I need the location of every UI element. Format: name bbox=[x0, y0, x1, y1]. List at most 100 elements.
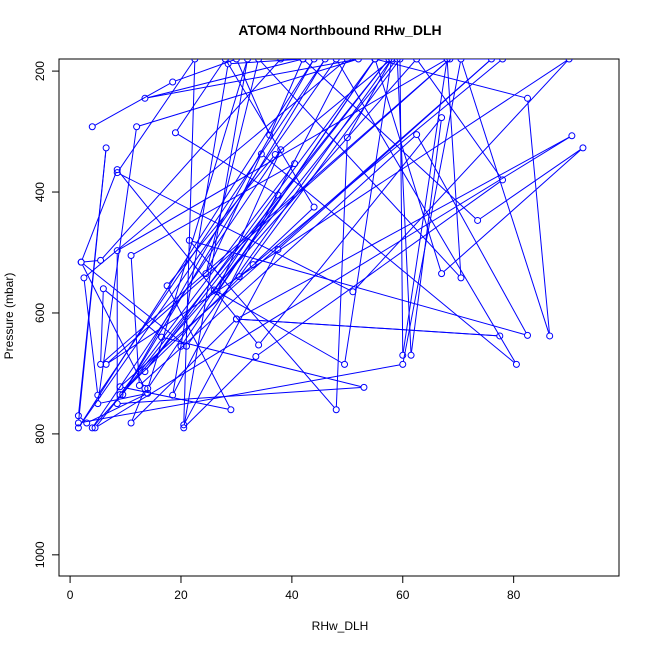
series-line-segment bbox=[231, 59, 300, 65]
data-point bbox=[141, 94, 149, 102]
series-line-segment bbox=[396, 61, 412, 353]
series-line-segment bbox=[217, 152, 281, 290]
series-line-segment bbox=[185, 358, 255, 427]
series-line-segment bbox=[168, 288, 230, 408]
data-point bbox=[568, 132, 576, 140]
data-point bbox=[235, 273, 243, 281]
data-point bbox=[94, 400, 102, 408]
data-point bbox=[171, 129, 179, 137]
data-point bbox=[274, 245, 282, 253]
data-point bbox=[94, 391, 102, 399]
data-point bbox=[232, 59, 240, 63]
data-point bbox=[332, 59, 340, 63]
series-line-segment bbox=[123, 61, 313, 393]
series-line-segment bbox=[139, 59, 356, 127]
data-point bbox=[102, 144, 110, 152]
data-point bbox=[399, 360, 407, 368]
data-point bbox=[252, 353, 260, 361]
data-point bbox=[438, 270, 446, 278]
data-point bbox=[144, 385, 152, 393]
y-axis-label: Pressure (mbar) bbox=[2, 273, 16, 360]
data-point bbox=[180, 424, 188, 432]
series-line-segment bbox=[118, 171, 258, 343]
series-line-segment bbox=[527, 101, 550, 334]
series-line-segment bbox=[410, 120, 442, 353]
series-line-segment bbox=[99, 61, 324, 393]
data-point bbox=[77, 258, 85, 266]
series-line-segment bbox=[304, 60, 476, 219]
series-line-segment bbox=[216, 291, 343, 364]
series-line-segment bbox=[187, 61, 391, 345]
y-tick-label: 400 bbox=[33, 182, 47, 202]
data-point bbox=[349, 288, 357, 296]
series-line-segment bbox=[122, 386, 229, 410]
series-line-segment bbox=[105, 290, 160, 336]
series-line-segment bbox=[108, 60, 567, 364]
data-point bbox=[474, 216, 482, 224]
series-line-segment bbox=[354, 60, 568, 290]
x-tick-label: 80 bbox=[507, 588, 521, 602]
data-point bbox=[244, 59, 252, 63]
series-line-segment bbox=[119, 173, 351, 291]
data-point bbox=[127, 252, 135, 260]
data-point bbox=[438, 114, 446, 122]
data-point bbox=[141, 385, 149, 393]
series-line-segment bbox=[175, 59, 234, 82]
data-point bbox=[113, 400, 121, 408]
data-point bbox=[224, 60, 232, 68]
series-line-segment bbox=[417, 136, 527, 333]
data-point bbox=[399, 351, 407, 359]
data-point bbox=[113, 166, 121, 174]
series-line-segment bbox=[348, 61, 391, 136]
data-point bbox=[271, 151, 279, 159]
series-line-segment bbox=[335, 140, 348, 407]
series-line-segment bbox=[263, 155, 515, 363]
data-point bbox=[232, 315, 240, 323]
data-point bbox=[169, 78, 177, 86]
data-point bbox=[135, 382, 143, 390]
series-line-segment bbox=[446, 61, 462, 275]
series-lines bbox=[78, 59, 582, 427]
data-point bbox=[97, 256, 105, 264]
data-point bbox=[457, 59, 465, 63]
series-line-segment bbox=[337, 61, 516, 363]
data-point bbox=[266, 131, 274, 139]
series-line-segment bbox=[237, 61, 269, 133]
series-line-segment bbox=[81, 172, 117, 260]
series-line-segment bbox=[100, 291, 104, 362]
series-line-segment bbox=[78, 150, 107, 421]
x-tick-label: 40 bbox=[285, 588, 299, 602]
series-points bbox=[74, 59, 587, 432]
series-line-segment bbox=[182, 61, 374, 345]
data-point bbox=[227, 406, 235, 414]
series-line-segment bbox=[206, 61, 259, 271]
data-point bbox=[388, 59, 396, 63]
data-point bbox=[163, 282, 171, 290]
series-line-segment bbox=[164, 337, 362, 388]
series-line-segment bbox=[270, 61, 303, 133]
x-axis: 0 20 40 60 80 bbox=[67, 575, 521, 602]
data-point bbox=[141, 368, 149, 376]
data-point bbox=[83, 419, 91, 427]
series-line-segment bbox=[402, 61, 448, 353]
series-line-segment bbox=[97, 136, 570, 427]
data-point bbox=[396, 59, 404, 63]
series-line-segment bbox=[146, 61, 388, 370]
series-line-segment bbox=[172, 66, 229, 393]
plot-area-frame bbox=[58, 58, 620, 577]
data-point bbox=[255, 59, 263, 63]
data-point bbox=[457, 274, 465, 282]
data-point bbox=[158, 333, 166, 341]
x-tick-label: 60 bbox=[396, 588, 410, 602]
data-point bbox=[88, 424, 96, 432]
series-line-segment bbox=[377, 59, 525, 99]
data-point bbox=[91, 424, 99, 432]
data-point bbox=[546, 332, 554, 340]
y-tick-label: 200 bbox=[33, 61, 47, 81]
series-line-segment bbox=[89, 394, 146, 423]
data-point bbox=[255, 341, 263, 349]
data-point bbox=[119, 391, 127, 399]
series-line-segment bbox=[94, 82, 171, 126]
series-line-segment bbox=[173, 61, 347, 393]
series-line-segment bbox=[461, 61, 550, 334]
